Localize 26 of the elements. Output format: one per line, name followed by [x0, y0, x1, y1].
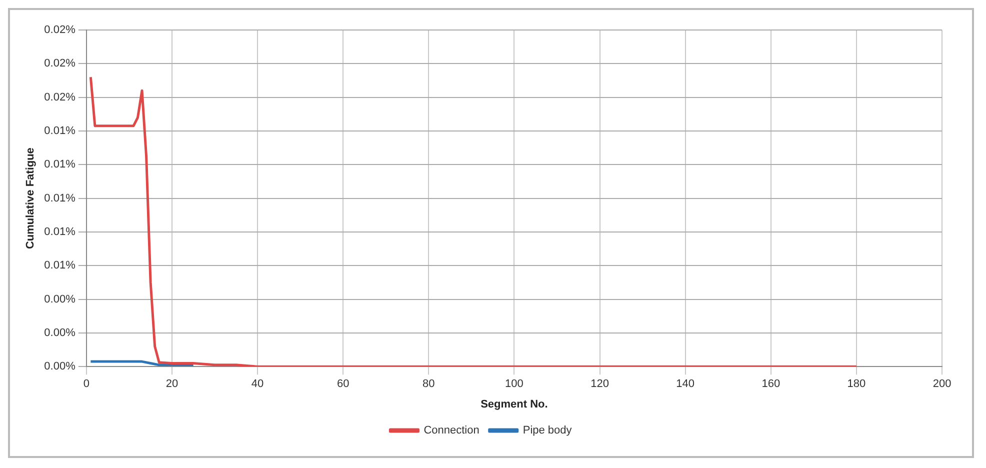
x-tick-label: 120 — [590, 378, 609, 390]
x-tick-label: 200 — [932, 378, 952, 390]
y-tick-label: 0.01% — [44, 125, 76, 138]
y-tick-label: 0.01% — [44, 158, 76, 171]
y-tick-label: 0.01% — [44, 260, 76, 272]
y-axis-title: Cumulative Fatigue — [24, 148, 37, 250]
legend-label: Pipe body — [522, 424, 572, 437]
y-tick-label: 0.02% — [44, 91, 76, 104]
x-tick-label: 180 — [847, 378, 866, 390]
y-tick-label: 0.00% — [44, 293, 76, 306]
x-tick-label: 140 — [676, 378, 694, 390]
x-tick-label: 100 — [505, 378, 524, 390]
x-tick-label: 0 — [83, 378, 90, 390]
x-tick-label: 160 — [762, 378, 780, 390]
x-axis-title: Segment No. — [480, 398, 548, 410]
x-tick-label: 40 — [251, 378, 264, 390]
y-tick-label: 0.02% — [44, 24, 76, 36]
y-tick-label: 0.00% — [44, 360, 76, 373]
x-tick-label: 60 — [336, 378, 350, 390]
legend-label: Connection — [424, 424, 480, 437]
y-tick-label: 0.01% — [44, 226, 76, 238]
y-tick-label: 0.01% — [44, 192, 76, 204]
x-tick-label: 20 — [166, 378, 178, 390]
y-tick-label: 0.00% — [44, 326, 76, 339]
x-tick-label: 80 — [422, 378, 435, 390]
y-tick-label: 0.02% — [44, 58, 76, 70]
